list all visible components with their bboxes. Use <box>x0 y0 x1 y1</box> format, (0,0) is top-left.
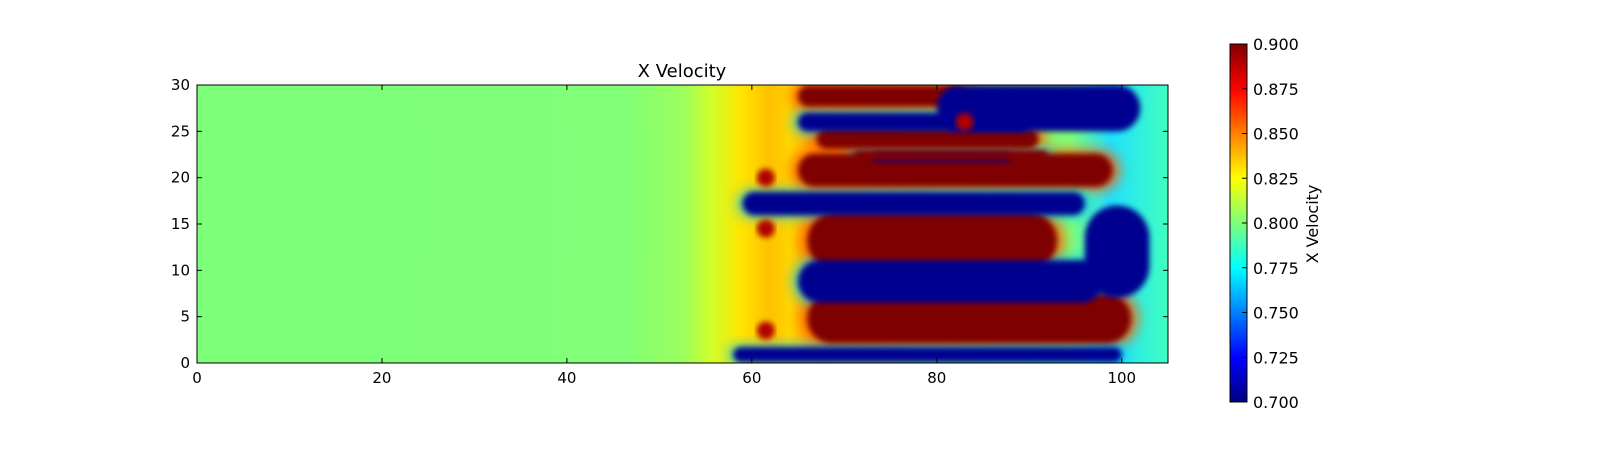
plot-area <box>197 85 1168 363</box>
colorbar-tick-label: 0.875 <box>1253 80 1299 99</box>
colorbar-tick-label: 0.900 <box>1253 35 1299 54</box>
y-tick-label: 30 <box>171 76 190 94</box>
colorbar-tick-label: 0.800 <box>1253 214 1299 233</box>
y-tick-label: 25 <box>171 122 190 140</box>
heatmap-high-region <box>807 211 1058 270</box>
colorbar-ticks: 0.700 0.725 0.750 0.775 0.800 0.825 0.850 0.875… <box>1242 35 1299 412</box>
x-tick-label: 80 <box>927 369 946 387</box>
y-tick-label: 10 <box>171 261 190 279</box>
y-tick-label: 15 <box>171 215 190 233</box>
colorbar-tick-label: 0.725 <box>1253 348 1299 367</box>
heatmap-high-region <box>798 85 965 107</box>
heatmap-high-region <box>798 153 1113 187</box>
chart-title: X Velocity <box>638 61 727 82</box>
x-tick-label: 0 <box>192 369 202 387</box>
colorbar-tick-label: 0.850 <box>1253 125 1299 144</box>
colorbar-tick-label: 0.825 <box>1253 169 1299 188</box>
x-tick-label: 60 <box>742 369 761 387</box>
x-tick-label: 40 <box>557 369 576 387</box>
y-axis: 0 5 10 15 20 25 30 <box>171 76 1168 372</box>
heatmap-low-region <box>853 150 1048 161</box>
colorbar: 0.700 0.725 0.750 0.775 0.800 0.825 0.850 0.875… <box>1229 35 1322 412</box>
heatmap-warm-spot <box>756 321 775 340</box>
x-tick-label: 100 <box>1107 369 1136 387</box>
colorbar-label: X Velocity <box>1303 185 1322 264</box>
heatmap-high-region <box>816 128 1039 149</box>
heatmap-warm-spot <box>955 113 974 132</box>
y-tick-label: 20 <box>171 169 190 187</box>
colorbar-tick-label: 0.700 <box>1253 393 1299 412</box>
heatmap-warm-spot <box>756 219 775 238</box>
y-tick-label: 0 <box>180 354 190 372</box>
colorbar-tick-label: 0.775 <box>1253 259 1299 278</box>
heatmap-fields <box>727 85 1150 363</box>
heatmap-high-region <box>807 293 1132 344</box>
x-axis: 0 20 40 60 80 100 <box>192 85 1136 387</box>
heatmap-low-region <box>733 347 1122 363</box>
heatmap-low-region <box>1084 205 1150 299</box>
y-tick-label: 5 <box>180 308 190 326</box>
heatmap-low-region <box>798 260 1104 303</box>
heatmap-low-region <box>936 85 1141 132</box>
colorbar-tick-label: 0.750 <box>1253 304 1299 323</box>
x-tick-label: 20 <box>372 369 391 387</box>
heatmap-warm-spot <box>756 168 775 187</box>
heatmap-low-region <box>742 192 1085 216</box>
